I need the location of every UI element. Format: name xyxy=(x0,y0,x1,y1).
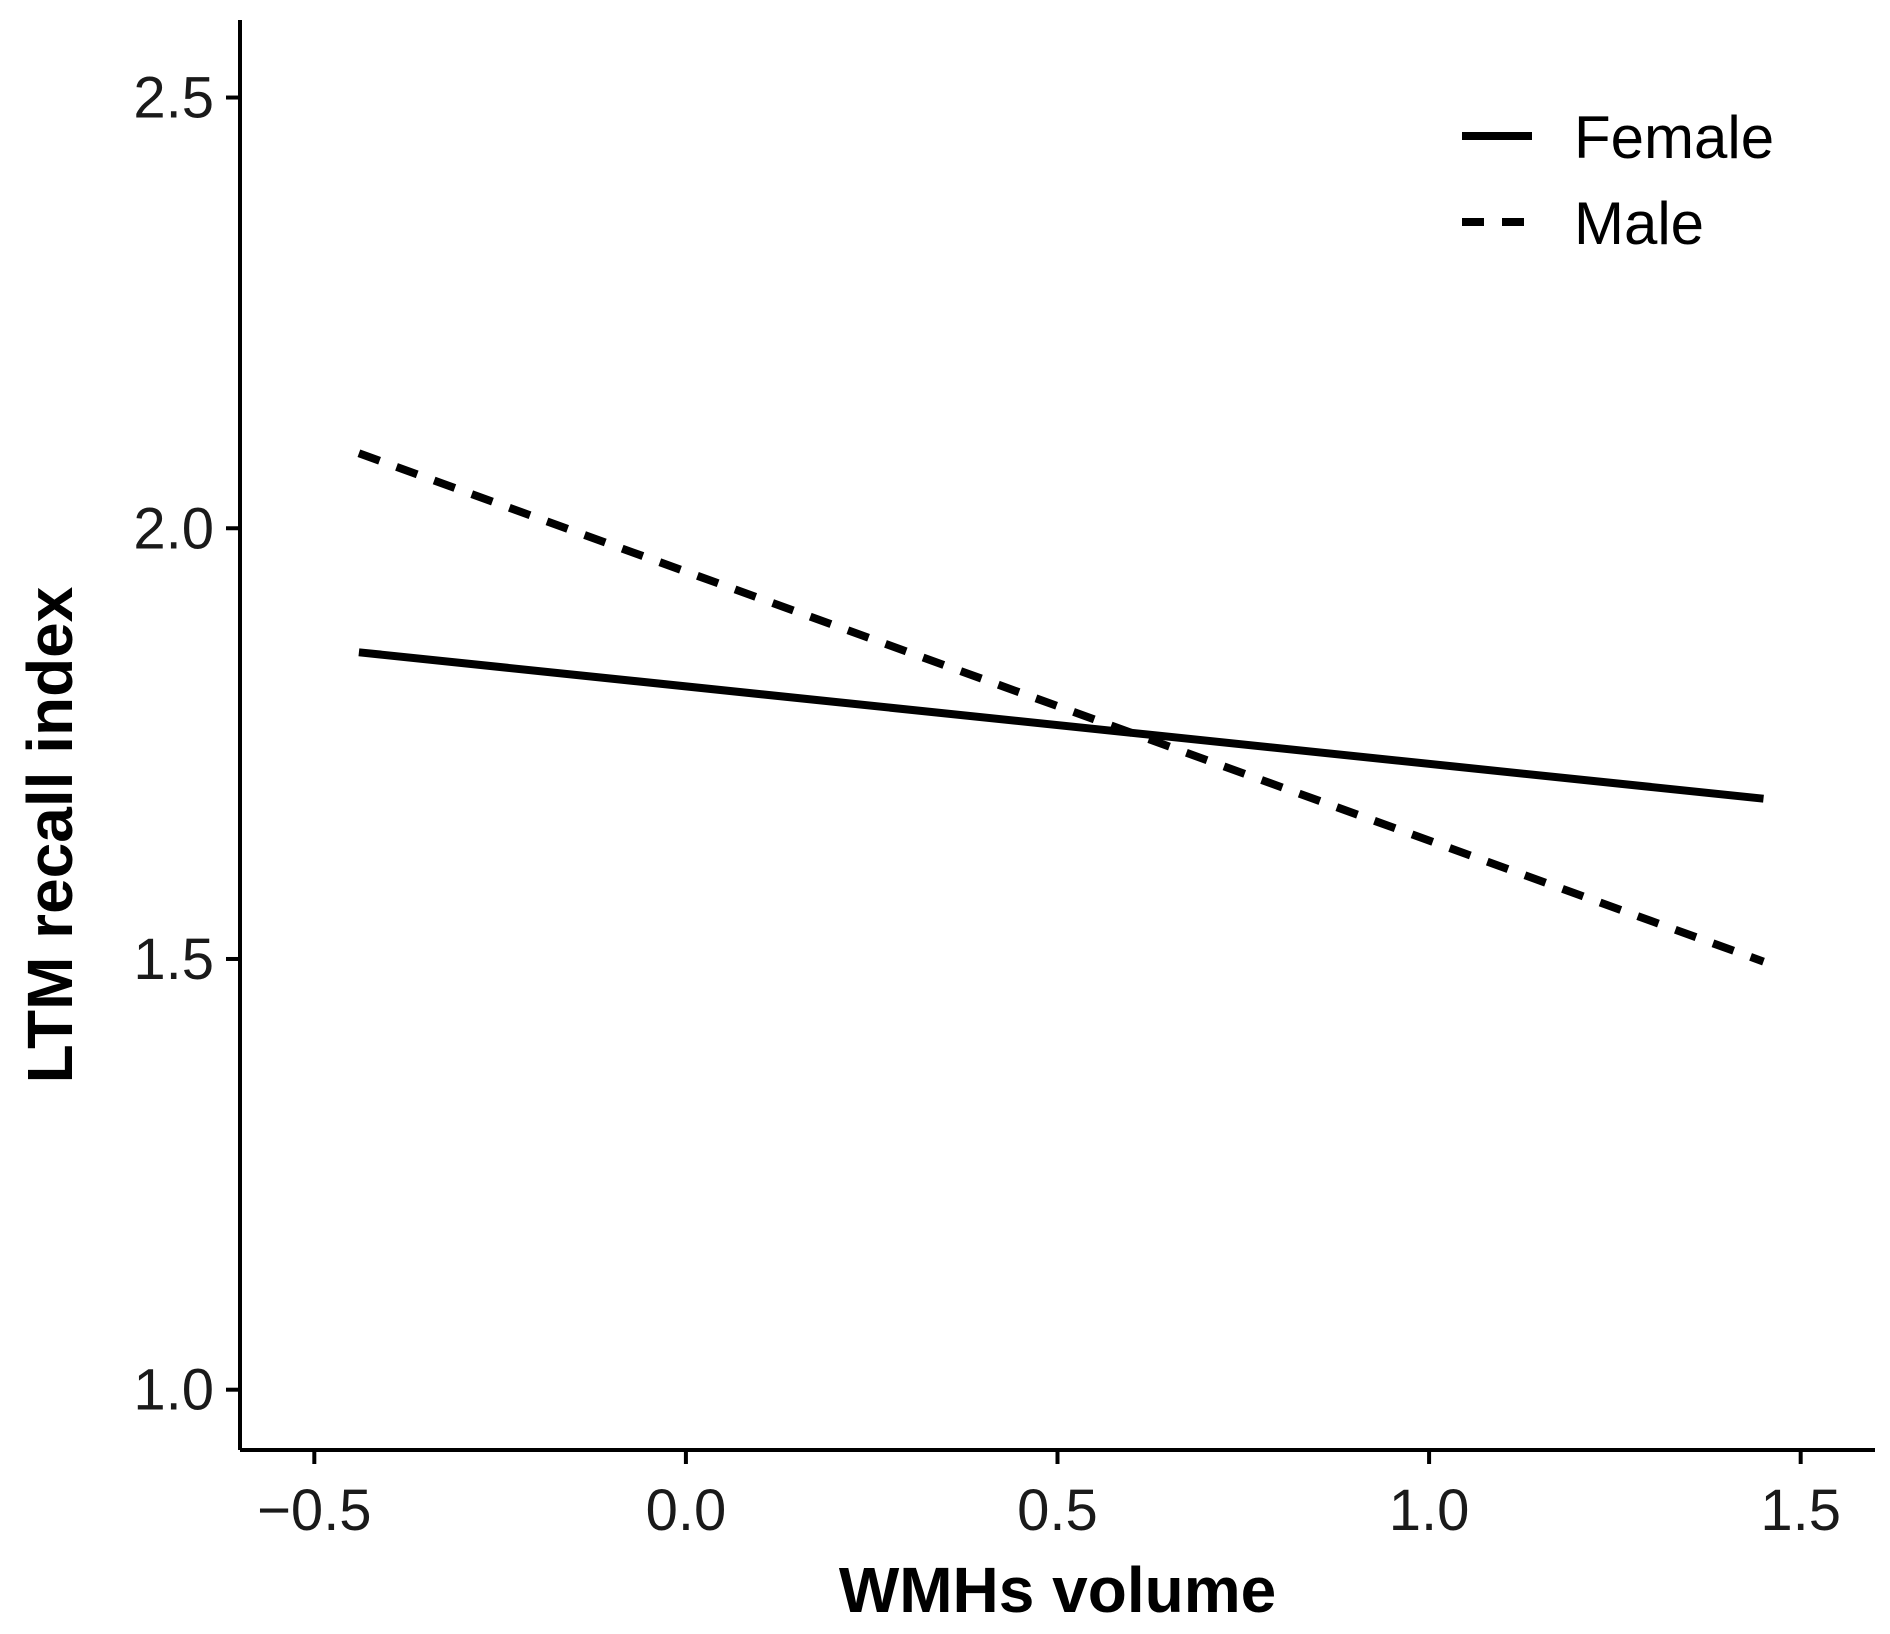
x-tick-label: 0.5 xyxy=(1017,1478,1098,1543)
series-line-female xyxy=(358,648,1764,803)
y-tick-label: 2.5 xyxy=(133,66,214,131)
y-axis: 1.0 1.5 2.0 2.5 xyxy=(133,20,242,1450)
x-tick-label: 1.5 xyxy=(1760,1478,1841,1543)
x-tick-label: −0.5 xyxy=(257,1478,372,1543)
series-line-male xyxy=(357,449,1765,966)
y-tick-label: 2.0 xyxy=(133,496,214,561)
x-axis: −0.5 0.0 0.5 1.0 1.5 xyxy=(240,1448,1875,1543)
legend: Female Male xyxy=(1462,104,1774,257)
x-tick-label: 0.0 xyxy=(646,1478,727,1543)
x-tick-label: 1.0 xyxy=(1389,1478,1470,1543)
y-axis-title: LTM recall index xyxy=(14,586,86,1083)
legend-label-female: Female xyxy=(1574,104,1774,171)
y-tick-label: 1.5 xyxy=(133,927,214,992)
plot-area xyxy=(357,449,1765,966)
y-tick-label: 1.0 xyxy=(133,1358,214,1423)
x-axis-title: WMHs volume xyxy=(839,1554,1276,1626)
legend-label-male: Male xyxy=(1574,190,1704,257)
